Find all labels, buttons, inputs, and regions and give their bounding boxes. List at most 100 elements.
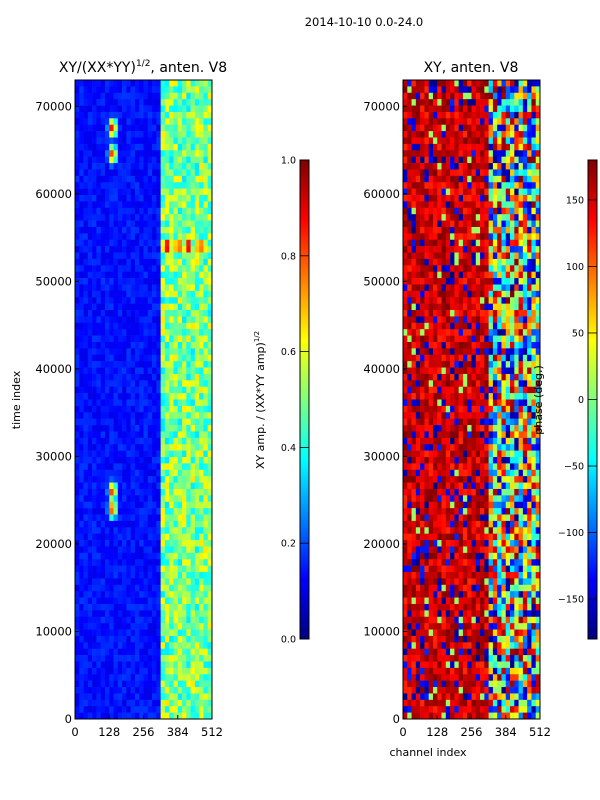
heatmap-cell: [160, 265, 166, 272]
heatmap-cell: [75, 226, 80, 234]
heatmap-cell: [199, 412, 204, 419]
heatmap-cell: [428, 284, 434, 292]
heatmap-cell: [92, 642, 97, 650]
heatmap-cell: [445, 303, 451, 311]
heatmap-cell: [122, 418, 127, 426]
heatmap-cell: [454, 124, 459, 132]
heatmap-cell: [160, 450, 166, 458]
heatmap-cell: [207, 92, 213, 100]
heatmap-cell: [164, 393, 170, 400]
heatmap-cell: [182, 687, 187, 694]
heatmap-cell: [450, 182, 455, 189]
heatmap-cell: [403, 111, 408, 119]
heatmap-cell: [518, 214, 524, 221]
heatmap-cell: [143, 437, 149, 445]
heatmap-cell: [501, 207, 507, 215]
heatmap-cell: [134, 341, 140, 349]
heatmap-cell: [437, 233, 442, 241]
heatmap-cell: [424, 86, 429, 94]
heatmap-cell: [177, 514, 183, 522]
heatmap-cell: [169, 706, 174, 713]
heatmap-cell: [475, 80, 481, 87]
heatmap-cell: [488, 386, 494, 394]
heatmap-cell: [462, 143, 468, 151]
heatmap-cell: [109, 111, 114, 119]
heatmap-cell: [514, 278, 519, 285]
heatmap-cell: [531, 367, 537, 375]
heatmap-cell: [531, 239, 537, 247]
heatmap-cell: [199, 431, 204, 439]
heatmap-cell: [117, 706, 123, 713]
heatmap-cell: [79, 361, 84, 368]
heatmap-cell: [75, 508, 80, 515]
heatmap-cell: [403, 335, 408, 343]
heatmap-cell: [199, 92, 204, 100]
heatmap-cell: [75, 335, 80, 343]
heatmap-cell: [407, 188, 412, 196]
heatmap-cell: [100, 214, 106, 221]
heatmap-cell: [147, 680, 153, 688]
heatmap-cell: [415, 226, 421, 234]
heatmap-cell: [462, 214, 468, 221]
heatmap-cell: [130, 393, 136, 400]
heatmap-cell: [199, 290, 204, 298]
heatmap-cell: [407, 233, 412, 241]
heatmap-cell: [199, 712, 204, 720]
heatmap-cell: [87, 239, 93, 247]
heatmap-cell: [134, 188, 140, 196]
heatmap-cell: [450, 322, 455, 330]
heatmap-cell: [164, 297, 170, 304]
heatmap-cell: [501, 86, 507, 94]
heatmap-cell: [432, 284, 438, 292]
heatmap-cell: [199, 520, 204, 528]
heatmap-cell: [177, 284, 183, 292]
heatmap-cell: [203, 265, 209, 272]
heatmap-cell: [96, 322, 101, 330]
heatmap-cell: [109, 303, 114, 311]
heatmap-cell: [113, 629, 119, 637]
heatmap-cell: [199, 591, 204, 598]
heatmap-cell: [484, 386, 489, 394]
heatmap-cell: [415, 335, 421, 343]
heatmap-cell: [117, 316, 123, 324]
heatmap-cell: [428, 239, 434, 247]
heatmap-cell: [147, 271, 153, 279]
heatmap-cell: [458, 278, 464, 285]
heatmap-cell: [104, 520, 110, 528]
heatmap-cell: [83, 584, 89, 592]
heatmap-cell: [199, 137, 204, 145]
heatmap-cell: [75, 501, 80, 509]
heatmap-cell: [96, 457, 101, 464]
heatmap-cell: [518, 341, 524, 349]
heatmap-cell: [117, 495, 123, 503]
heatmap-cell: [177, 482, 183, 490]
heatmap-cell: [462, 348, 468, 356]
heatmap-cell: [199, 418, 204, 426]
heatmap-cell: [424, 329, 429, 336]
heatmap-cell: [501, 322, 507, 330]
heatmap-cell: [203, 546, 209, 554]
heatmap-cell: [450, 265, 455, 272]
heatmap-cell: [522, 258, 528, 266]
heatmap-cell: [407, 386, 412, 394]
heatmap-cell: [403, 361, 408, 368]
heatmap-cell: [113, 290, 119, 298]
heatmap-cell: [100, 233, 106, 241]
heatmap-cell: [458, 399, 464, 407]
heatmap-cell: [83, 623, 89, 630]
heatmap-cell: [96, 444, 101, 451]
heatmap-cell: [403, 124, 408, 132]
heatmap-cell: [92, 284, 97, 292]
heatmap-cell: [535, 393, 541, 400]
heatmap-cell: [169, 195, 174, 202]
heatmap-cell: [194, 373, 200, 381]
heatmap-cell: [134, 572, 140, 579]
heatmap-cell: [177, 469, 183, 477]
heatmap-cell: [199, 393, 204, 400]
heatmap-cell: [522, 399, 528, 407]
heatmap-cell: [173, 80, 179, 87]
heatmap-cell: [109, 444, 114, 451]
heatmap-cell: [510, 163, 515, 170]
heatmap-cell: [126, 80, 131, 87]
heatmap-cell: [194, 131, 200, 138]
